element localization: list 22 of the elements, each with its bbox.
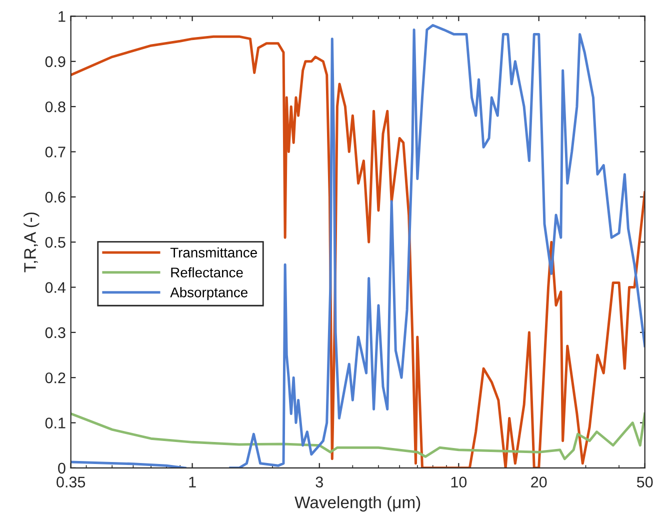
x-axis-title: Wavelength (μm) [294,496,420,512]
y-tick-label: 0.2 [45,372,66,384]
x-tick-label: 1 [189,476,196,488]
y-tick-label: 0.8 [45,101,66,112]
x-tick-label: 20 [531,476,547,488]
y-tick-label: 0.5 [45,236,66,248]
y-axis-title: T,R,A (-) [24,212,40,272]
x-tick-label: 50 [636,476,653,488]
y-tick-label: 0.3 [45,327,66,338]
legend-label: Reflectance [171,267,243,278]
y-tick-label: 0.6 [45,192,66,203]
y-tick-label: 0.7 [45,146,66,158]
y-tick-label: 0.9 [45,56,66,68]
legend-label: Absorptance [170,287,248,300]
y-tick-label: 0 [58,462,66,474]
x-tick-label: 0.35 [56,476,86,488]
legend-label: Transmittance [170,247,257,258]
x-tick-label: 10 [451,476,467,488]
y-tick-label: 0.1 [45,418,66,428]
y-tick-label: 1 [58,11,66,22]
x-tick-label: 3 [316,476,323,488]
y-tick-label: 0.4 [45,282,66,293]
